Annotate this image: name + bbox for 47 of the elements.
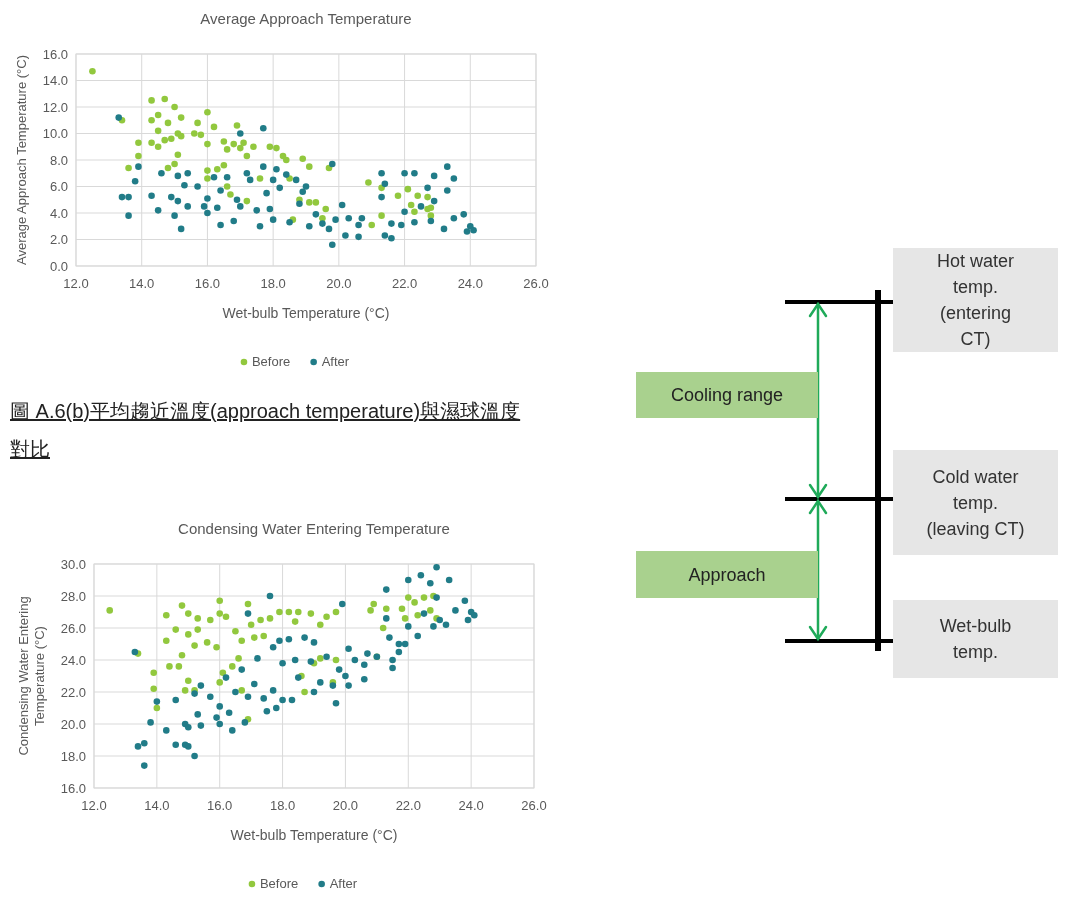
- chart-title: Average Approach Temperature: [200, 10, 412, 27]
- y-tick-label: 16.0: [60, 780, 86, 796]
- x-tick-label: 12.0: [81, 798, 107, 813]
- y-tick-label: 30.0: [60, 556, 86, 572]
- y-tick-label: 16.0: [42, 46, 68, 62]
- x-tick-label: 24.0: [457, 276, 483, 291]
- y-tick-label: 22.0: [60, 684, 86, 700]
- x-tick-label: 26.0: [523, 276, 549, 291]
- text: Wet-bulb temp.: [939, 616, 1012, 662]
- text: Hot water temp. (entering CT): [936, 251, 1015, 349]
- y-tick-label: 24.0: [60, 652, 86, 668]
- x-tick-label: 16.0: [207, 798, 233, 813]
- y-tick-label: 20.0: [60, 716, 86, 732]
- legend-label: Before: [259, 876, 299, 891]
- x-tick-label: 24.0: [458, 798, 484, 813]
- y-tick-label: 2.0: [49, 232, 68, 247]
- y-tick-label: 26.0: [60, 620, 86, 636]
- y-tick-label: 0.0: [49, 258, 68, 274]
- x-tick-label: 22.0: [391, 276, 418, 291]
- text: Cold water temp. (leaving CT): [926, 466, 1025, 539]
- x-tick-label: 18.0: [260, 276, 286, 291]
- x-axis-title: Wet-bulb Temperature (°C): [230, 827, 398, 843]
- y-tick-label: 28.0: [60, 588, 86, 604]
- x-axis-title: Wet-bulb Temperature (°C): [222, 305, 390, 321]
- x-tick-label: 20.0: [326, 276, 352, 291]
- legend-label: Before: [251, 354, 291, 369]
- chart-title: Condensing Water Entering Temperature: [178, 520, 450, 537]
- y-tick-label: 4.0: [49, 205, 68, 221]
- x-tick-label: 14.0: [144, 798, 170, 813]
- y-axis-title: Average Approach Temperature (°C): [14, 55, 29, 265]
- x-tick-label: 22.0: [395, 798, 421, 813]
- text: Approach: [688, 564, 766, 585]
- y-tick-label: 8.0: [49, 152, 68, 168]
- x-tick-label: 14.0: [129, 276, 155, 291]
- y-tick-label: 6.0: [49, 179, 68, 194]
- y-tick-label: 18.0: [60, 748, 86, 764]
- y-tick-label: 10.0: [42, 126, 68, 141]
- legend-label: After: [321, 354, 350, 369]
- y-axis-title: Condensing Water Entering Temperature (°C): [16, 596, 47, 756]
- y-tick-label: 14.0: [42, 73, 68, 88]
- x-tick-label: 26.0: [521, 798, 547, 813]
- y-tick-label: 12.0: [42, 99, 68, 115]
- legend-label: After: [329, 876, 358, 891]
- x-tick-label: 16.0: [194, 276, 221, 291]
- text: Cooling range: [670, 385, 784, 405]
- x-tick-label: 18.0: [269, 798, 296, 813]
- x-tick-label: 20.0: [332, 798, 359, 813]
